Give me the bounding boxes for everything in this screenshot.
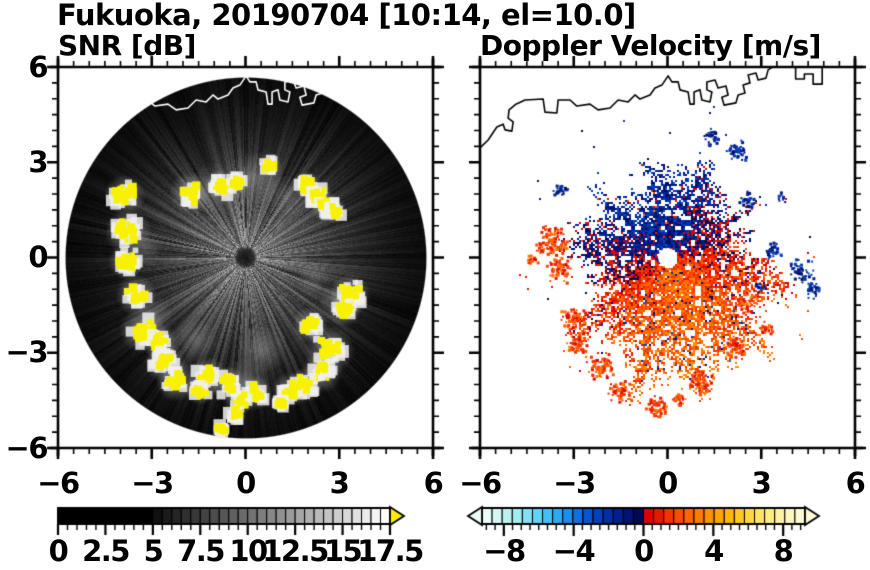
velocity-colorbar-tick-label: −4 <box>552 534 596 568</box>
snr-colorbar-tick-label: 17.5 <box>357 534 424 568</box>
x-tick-label: −6 <box>37 466 80 500</box>
snr-panel-title: SNR [dB] <box>58 29 196 62</box>
velocity-panel-title: Doppler Velocity [m/s] <box>480 29 821 62</box>
x-tick-label: 0 <box>236 466 256 500</box>
velocity-colorbar-tick-label: 4 <box>704 534 724 568</box>
x-tick-label: −6 <box>459 466 502 500</box>
snr-colorbar-tick-label: 15 <box>323 534 363 568</box>
y-tick-label: −6 <box>5 431 49 465</box>
snr-colorbar-tick-label: 7.5 <box>177 534 225 568</box>
y-tick-label: 3 <box>28 145 48 179</box>
figure-title: Fukuoka, 20190704 [10:14, el=10.0] <box>57 0 636 32</box>
y-tick-label: −3 <box>5 335 49 369</box>
x-tick-label: 3 <box>329 466 350 500</box>
velocity-colorbar-tick-label: −8 <box>483 534 526 568</box>
x-tick-label: 3 <box>751 466 772 500</box>
snr-colorbar-tick-label: 10 <box>229 534 268 568</box>
y-tick-label: 6 <box>28 50 48 84</box>
velocity-colorbar-tick-label: 0 <box>634 534 654 568</box>
x-tick-label: 6 <box>845 466 866 500</box>
x-tick-label: −3 <box>131 466 174 500</box>
snr-colorbar-tick-label: 5 <box>143 534 164 568</box>
x-tick-label: 0 <box>658 466 678 500</box>
snr-colorbar-tick-label: 12.5 <box>262 534 329 568</box>
x-tick-label: −3 <box>553 466 596 500</box>
x-tick-label: 6 <box>423 466 444 500</box>
y-tick-label: 0 <box>28 240 48 274</box>
snr-colorbar-tick-label: 2.5 <box>82 534 130 568</box>
snr-colorbar-tick-label: 0 <box>48 534 69 568</box>
velocity-colorbar-tick-label: 8 <box>773 534 794 568</box>
